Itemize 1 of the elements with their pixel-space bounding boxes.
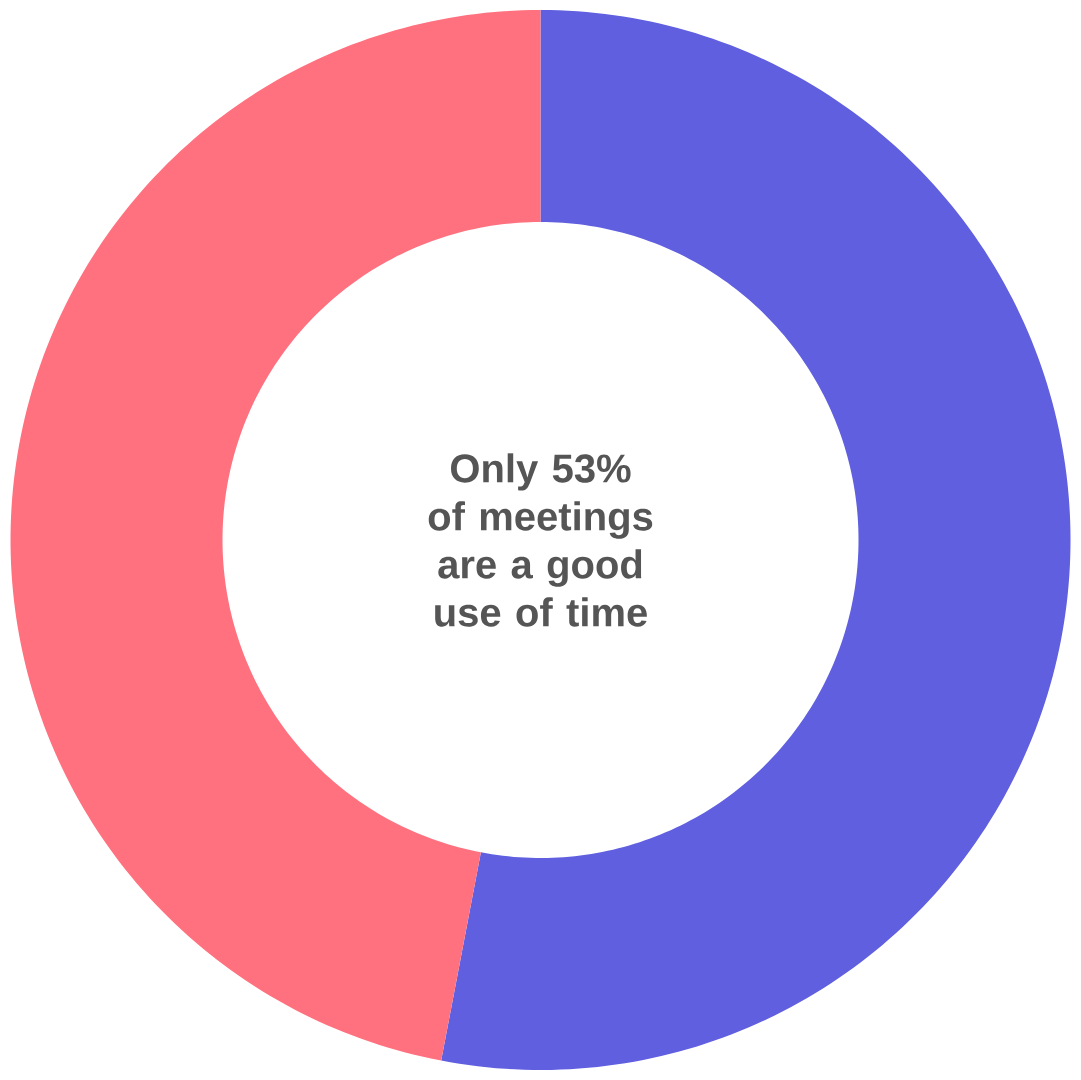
text: Only 53% of meetings are a good use of time (428, 453, 653, 627)
